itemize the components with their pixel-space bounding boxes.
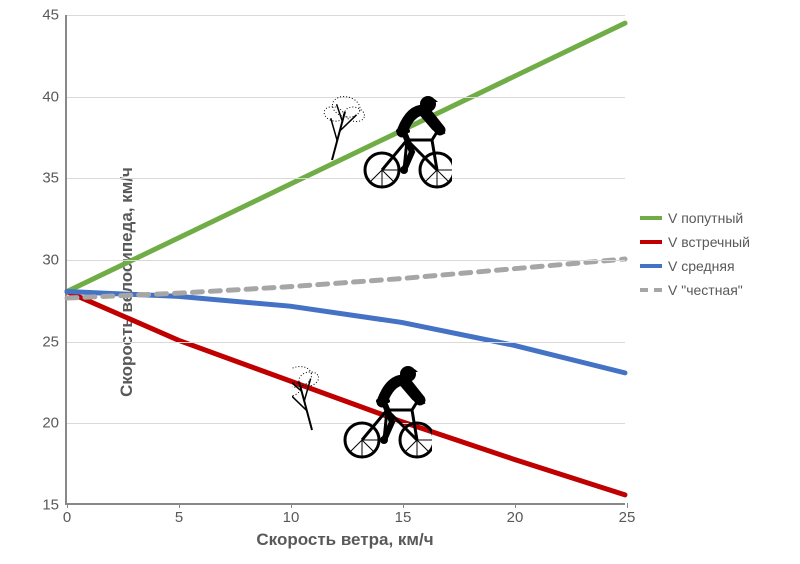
x-tick-label: 0 — [63, 503, 71, 526]
x-axis-label: Скорость ветра, км/ч — [65, 530, 625, 550]
x-tick-label: 25 — [619, 503, 636, 526]
legend-label: V встречный — [668, 234, 750, 250]
legend-item: V средняя — [640, 258, 750, 274]
chart-container: Скорость велосипеда, км/ч Скорость ветра… — [0, 0, 800, 564]
y-tick-label: 35 — [42, 170, 67, 187]
legend-label: V средняя — [668, 258, 735, 274]
legend-label: V "честная" — [668, 282, 743, 298]
x-tick-label: 5 — [175, 503, 183, 526]
legend-swatch — [640, 288, 662, 292]
legend-swatch — [640, 264, 662, 268]
legend-label: V попутный — [668, 210, 743, 226]
chart-lines — [67, 15, 625, 503]
y-tick-label: 40 — [42, 88, 67, 105]
x-tick-label: 20 — [507, 503, 524, 526]
gridline — [67, 260, 625, 261]
gridline — [67, 97, 625, 98]
gridline — [67, 342, 625, 343]
x-tick-label: 10 — [283, 503, 300, 526]
legend-item: V встречный — [640, 234, 750, 250]
gridline — [67, 15, 625, 16]
x-tick-label: 15 — [395, 503, 412, 526]
legend-item: V попутный — [640, 210, 750, 226]
gridline — [67, 423, 625, 424]
legend-swatch — [640, 240, 662, 244]
series-line — [67, 292, 625, 495]
y-tick-label: 20 — [42, 415, 67, 432]
plot-area: 152025303540450510152025 — [65, 15, 625, 505]
gridline — [67, 178, 625, 179]
series-line — [67, 292, 625, 373]
legend-swatch — [640, 216, 662, 220]
series-line — [67, 259, 625, 298]
y-tick-label: 45 — [42, 7, 67, 24]
y-tick-label: 25 — [42, 333, 67, 350]
legend-item: V "честная" — [640, 282, 750, 298]
series-line — [67, 23, 625, 291]
y-tick-label: 30 — [42, 252, 67, 269]
legend: V попутный V встречный V средняя V "честная… — [640, 210, 750, 306]
